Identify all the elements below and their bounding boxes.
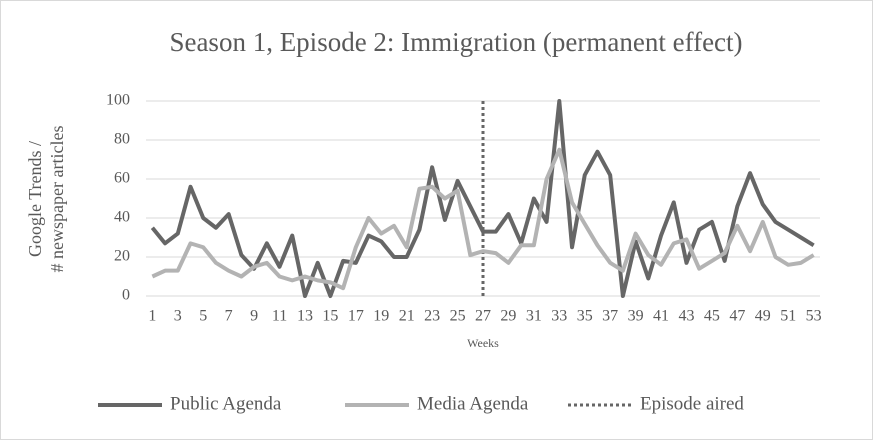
y-tick-label: 40 <box>114 209 130 226</box>
x-tick-label: 43 <box>678 308 694 325</box>
x-tick-label: 9 <box>250 308 258 325</box>
x-tick-label: 47 <box>729 308 745 325</box>
x-tick-label: 13 <box>297 308 313 325</box>
x-tick-label: 27 <box>475 308 491 325</box>
legend-label: Media Agenda <box>417 393 529 414</box>
legend-label: Public Agenda <box>170 393 282 414</box>
x-tick-label: 1 <box>148 308 156 325</box>
x-tick-label: 7 <box>225 308 233 325</box>
x-tick-label: 23 <box>424 308 440 325</box>
x-tick-label: 15 <box>322 308 338 325</box>
x-tick-label: 49 <box>755 308 771 325</box>
x-tick-label: 51 <box>780 308 796 325</box>
x-tick-label: 35 <box>577 308 593 325</box>
x-tick-label: 39 <box>628 308 644 325</box>
x-tick-label: 53 <box>806 308 822 325</box>
y-tick-label: 0 <box>122 287 130 304</box>
y-tick-label: 20 <box>114 248 130 265</box>
x-tick-label: 29 <box>500 308 516 325</box>
x-tick-label: 37 <box>602 308 618 325</box>
legend-label: Episode aired <box>640 393 744 414</box>
x-axis-label: Weeks <box>467 336 499 350</box>
chart-title: Season 1, Episode 2: Immigration (perman… <box>169 27 742 57</box>
y-tick-label: 100 <box>106 92 130 109</box>
y-axis-label-line: Google Trends / <box>25 141 45 257</box>
x-tick-label: 25 <box>450 308 466 325</box>
x-tick-label: 3 <box>174 308 182 325</box>
y-tick-label: 60 <box>114 170 130 187</box>
x-tick-label: 45 <box>704 308 720 325</box>
data-line <box>151 147 815 291</box>
x-tick-label: 41 <box>653 308 669 325</box>
x-tick-label: 31 <box>526 308 542 325</box>
y-tick-label: 80 <box>114 131 130 148</box>
y-axis-label-line: # newspaper articles <box>47 126 67 273</box>
x-tick-label: 21 <box>399 308 415 325</box>
x-tick-label: 17 <box>348 308 364 325</box>
y-axis-label: Google Trends / # newspaper articles <box>25 126 67 273</box>
x-tick-label: 19 <box>373 308 389 325</box>
x-tick-label: 33 <box>551 308 567 325</box>
data-line <box>150 99 815 298</box>
x-tick-label: 5 <box>199 308 207 325</box>
x-tick-label: 11 <box>272 308 287 325</box>
